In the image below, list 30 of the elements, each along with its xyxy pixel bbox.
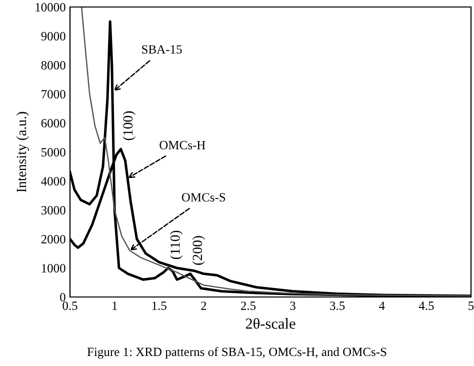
- x-tick-label: 3: [290, 302, 296, 310]
- x-tick-label: 1: [112, 302, 117, 310]
- y-tick-label: 10000: [36, 3, 66, 12]
- annotation: OMCs-H: [160, 140, 206, 150]
- x-tick-label: 2.5: [240, 302, 256, 310]
- y-tick-label: 3000: [41, 206, 66, 214]
- y-tick-label: 5000: [42, 148, 66, 156]
- y-axis-title: Intensity (a.u.): [16, 112, 30, 192]
- x-tick-label: 4: [379, 302, 385, 310]
- x-tick-label: 5: [468, 302, 474, 310]
- y-tick-label: 7000: [42, 90, 66, 98]
- y-tick-label: 0: [60, 293, 66, 302]
- annotation: (200): [192, 236, 205, 265]
- x-tick-label: 3.5: [330, 302, 345, 310]
- x-axis-title: 2θ-scale: [246, 318, 296, 329]
- caption: Figure 1: XRD patterns of SBA-15, OMCs-H, and OMCs-S: [87, 347, 386, 359]
- annotation: SBA-15: [142, 45, 182, 54]
- y-tick-label: 2000: [41, 235, 66, 244]
- y-tick-label: 1000: [42, 264, 66, 272]
- y-tick-label: 4000: [41, 177, 66, 186]
- y-tick-label: 8000: [41, 61, 66, 70]
- annotation: (100): [122, 111, 136, 140]
- x-tick-label: 4.5: [418, 302, 434, 310]
- annotation: (110): [170, 230, 183, 260]
- annotation: OMCs-S: [182, 193, 226, 202]
- y-tick-label: 6000: [41, 119, 66, 128]
- y-tick-label: 9000: [41, 32, 66, 40]
- x-tick-label: 1.5: [152, 302, 166, 310]
- x-tick-label: 0.5: [62, 302, 78, 310]
- x-tick-label: 2: [201, 302, 206, 310]
